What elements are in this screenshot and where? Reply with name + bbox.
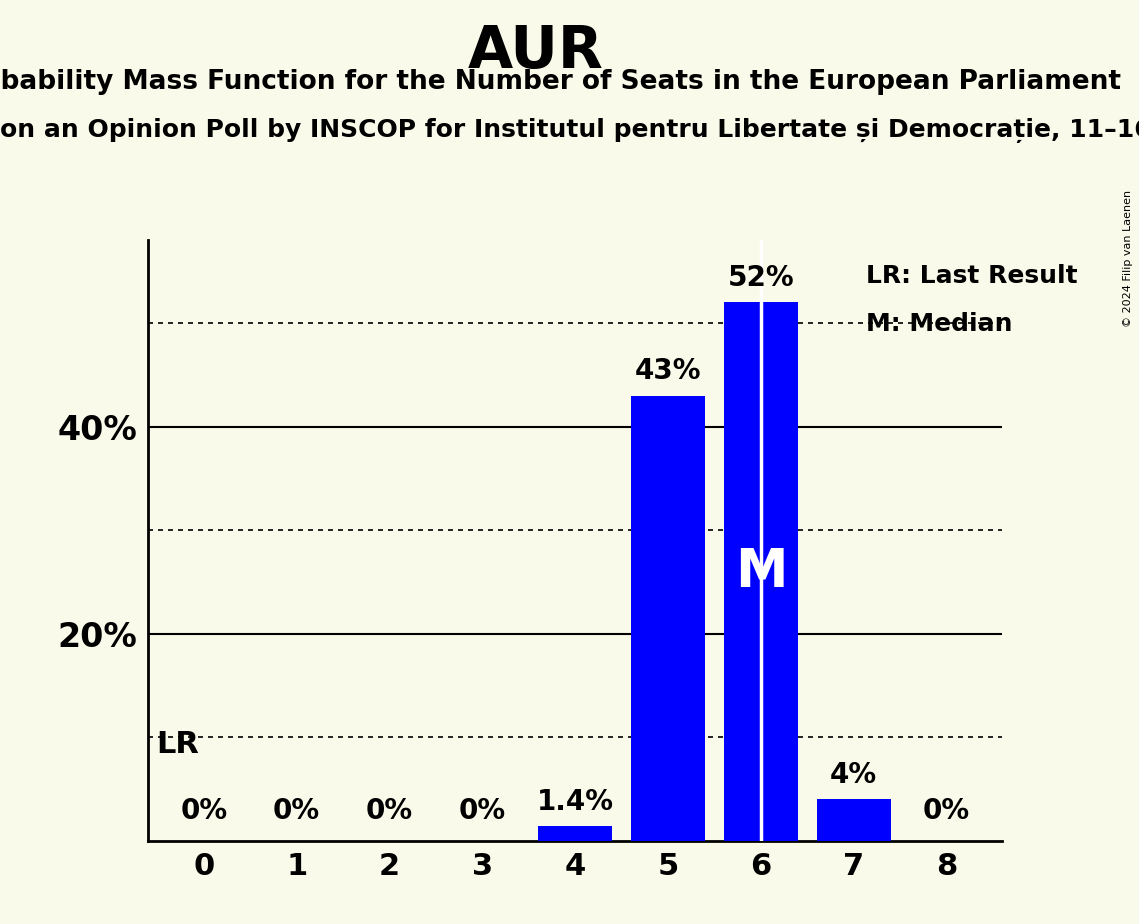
Text: © 2024 Filip van Laenen: © 2024 Filip van Laenen [1123,190,1133,327]
Text: 0%: 0% [180,797,228,825]
Text: 0%: 0% [459,797,506,825]
Text: 0%: 0% [923,797,970,825]
Text: LR: Last Result: LR: Last Result [866,264,1077,288]
Bar [631,395,705,841]
Text: Probability Mass Function for the Number of Seats in the European Parliament: Probability Mass Function for the Number… [0,69,1121,95]
Text: 0%: 0% [366,797,413,825]
Text: on an Opinion Poll by INSCOP for Institutul pentru Libertate și Democrație, 11–1: on an Opinion Poll by INSCOP for Institu… [0,118,1139,143]
Text: AUR: AUR [467,23,604,80]
Text: 0%: 0% [273,797,320,825]
Text: 4%: 4% [830,761,877,789]
Text: LR: LR [156,730,199,760]
Bar [538,826,613,841]
Text: M: Median: M: Median [866,312,1013,336]
Bar [817,799,891,841]
Bar [723,302,798,841]
Text: 52%: 52% [728,264,794,292]
Text: M: M [735,545,787,598]
Text: 1.4%: 1.4% [536,788,614,816]
Text: 43%: 43% [634,358,702,385]
